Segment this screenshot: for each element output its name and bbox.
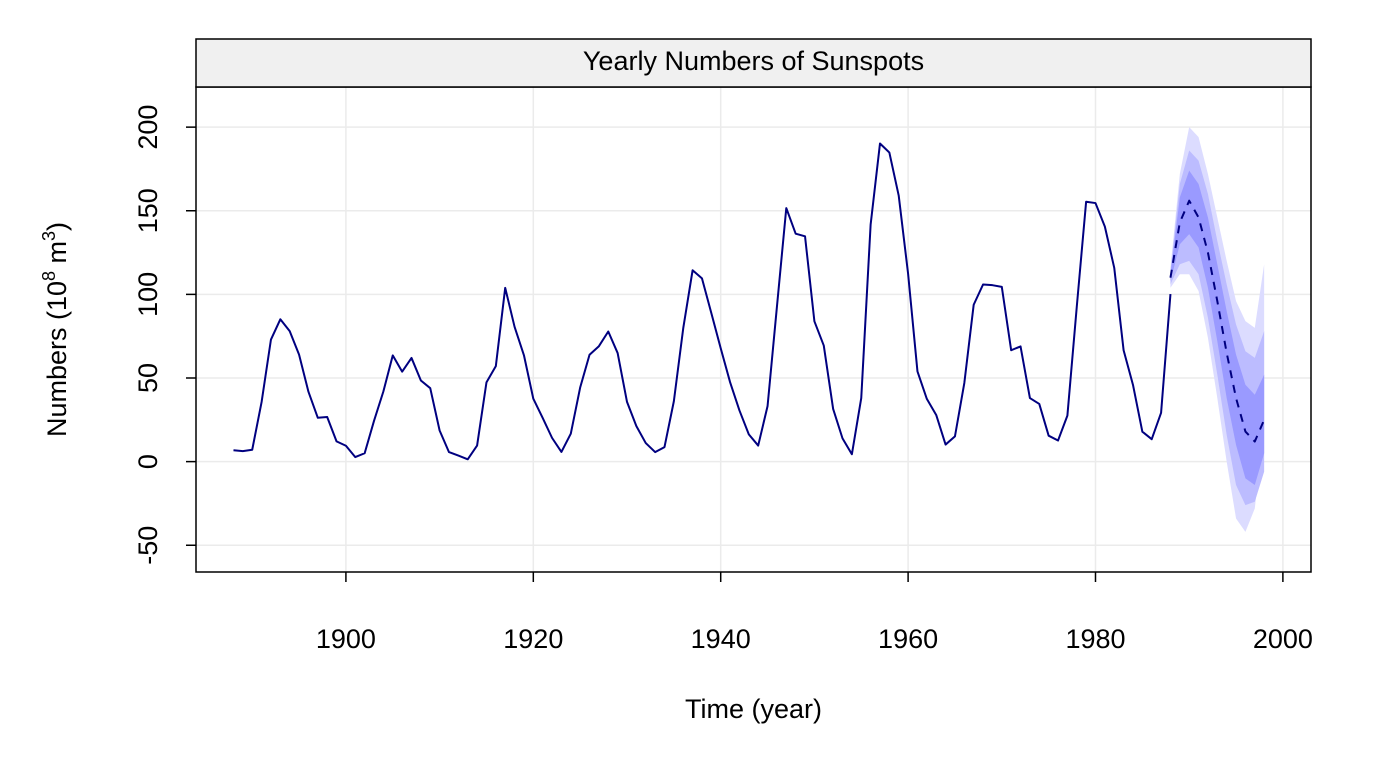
x-tick-label: 1920 xyxy=(503,624,563,654)
y-tick-label: 0 xyxy=(133,454,163,469)
x-tick-label: 1960 xyxy=(878,624,938,654)
x-tick-label: 1980 xyxy=(1065,624,1125,654)
title-strip xyxy=(195,38,1312,88)
x-tick-label: 2000 xyxy=(1253,624,1313,654)
y-axis-label-suffix: ) xyxy=(42,222,72,231)
forecast-band-inner xyxy=(1170,170,1265,486)
x-tick-label: 1900 xyxy=(316,624,376,654)
observed-series-line xyxy=(233,142,1172,461)
y-tick-label: 150 xyxy=(133,188,163,233)
y-axis-label-middle: m xyxy=(42,241,72,271)
x-axis-label: Time (year) xyxy=(685,694,822,724)
y-tick-label: 100 xyxy=(133,272,163,317)
y-axis-label-exponent-2: 3 xyxy=(39,231,59,241)
chart-title: Yearly Numbers of Sunspots xyxy=(583,46,924,76)
forecast-mean-line xyxy=(1169,199,1266,443)
y-axis-label-prefix: Numbers (10 xyxy=(42,281,72,437)
y-tick-label: 50 xyxy=(133,363,163,393)
x-axis-ticks: 1900 1920 1940 1960 1980 2000 xyxy=(316,572,1313,654)
data-series xyxy=(233,142,1266,461)
grid-lines xyxy=(196,87,1311,572)
y-axis-label-exponent-1: 8 xyxy=(39,271,59,281)
y-tick-label: -50 xyxy=(133,526,163,565)
y-axis-label: Numbers (108 m3) xyxy=(39,222,72,437)
y-tick-label: 200 xyxy=(133,105,163,150)
y-axis-ticks: -50 0 50 100 150 200 xyxy=(133,105,196,565)
x-tick-label: 1940 xyxy=(691,624,751,654)
